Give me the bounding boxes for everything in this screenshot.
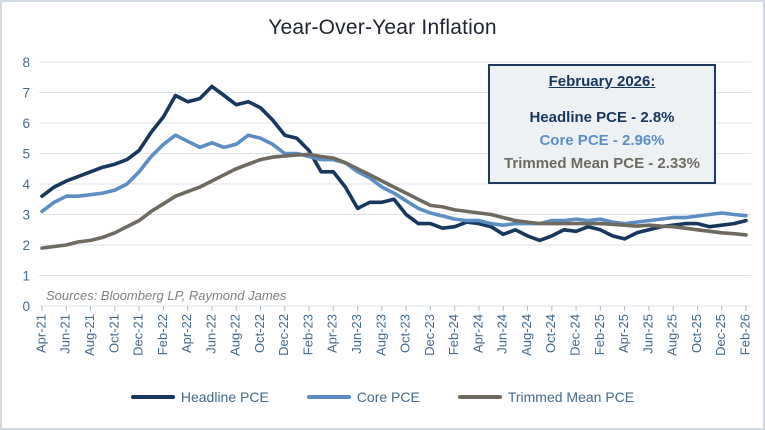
x-axis-tick-label: Dec-25 [713,314,728,356]
legend-item-core-pce: Core PCE [306,389,420,405]
x-axis-tick-label: Oct-22 [252,314,267,353]
chart-area: 0 1 2 3 4 5 6 7 8 Apr-21 Jun-21 Aug-21 Oct-21 Dec-21 F… [2,42,763,383]
inflation-line-chart: 0 1 2 3 4 5 6 7 8 Apr-21 Jun-21 Aug-21 Oct-21 Dec-21 F… [22,55,752,356]
legend-label: Core PCE [356,389,420,405]
y-axis-tick-label: 6 [22,116,30,131]
legend-item-trimmed-mean-pce: Trimmed Mean PCE [457,389,635,405]
x-axis-tick-label: Feb-24 [446,314,461,355]
x-axis-tick-label: Aug-23 [373,314,388,356]
x-axis-tick-label: Dec-22 [276,314,291,356]
x-axis-tick-label: Dec-23 [422,314,437,356]
x-axis-tick-label: Oct-24 [543,314,558,353]
series-line-trimmed-mean-pce [40,152,748,250]
series-line-core-pce [40,133,748,227]
x-axis-tick-label: Aug-24 [519,314,534,356]
x-axis-tick-label: Aug-21 [82,314,97,356]
series-line-headline-pce [40,84,748,243]
x-axis-tick-label: Feb-26 [737,314,752,355]
x-axis-tick-label: Aug-22 [228,314,243,356]
x-axis-tick-label: Aug-25 [665,314,680,356]
page-title: Year-Over-Year Inflation [268,16,497,39]
annotation-headline-pce: Headline PCE - 2.8% [529,109,675,126]
x-axis-tick-label: Apr-24 [470,314,485,353]
y-axis-tick-label: 3 [22,208,30,223]
x-axis-tick-label: Feb-22 [155,314,170,355]
legend-label: Trimmed Mean PCE [507,389,635,405]
x-axis-tick-label: Oct-25 [689,314,704,353]
x-axis-tick-label: Feb-25 [592,314,607,355]
x-axis-tick-label: Jun-21 [58,314,73,354]
x-axis-tick-label: Jun-24 [495,314,510,354]
y-axis-tick-label: 8 [22,55,30,70]
x-axis-tick-label: Feb-23 [300,314,315,355]
x-axis-tick-label: Oct-23 [398,314,413,353]
legend-label: Headline PCE [180,389,269,405]
y-axis-tick-label: 0 [22,299,30,314]
x-axis-tick-label: Apr-22 [179,314,194,353]
x-axis-tick-label: Jun-25 [640,314,655,354]
sources-note: Sources: Bloomberg LP, Raymond James [46,288,287,303]
x-axis-tick-label: Jun-23 [349,314,364,354]
x-axis-tick-label: Oct-21 [106,314,121,353]
y-axis-tick-label: 2 [22,238,30,253]
annotation-core-pce: Core PCE - 2.96% [539,132,665,149]
core-pce-line-swatch-icon [306,395,351,399]
legend-item-headline-pce: Headline PCE [130,389,269,405]
x-axis-tick-label: Apr-25 [616,314,631,353]
y-axis-tick-label: 1 [22,269,30,284]
headline-pce-line-swatch-icon [130,395,175,399]
annotation-box: February 2026: Headline PCE - 2.8% Core … [488,64,716,184]
chart-legend: Headline PCE Core PCE Trimmed Mean PCE [2,389,763,405]
x-axis-tick-label: Jun-22 [203,314,218,354]
annotation-heading: February 2026: [548,73,656,90]
annotation-trimmed-mean-pce: Trimmed Mean PCE - 2.33% [504,155,700,172]
y-axis-tick-label: 5 [22,147,30,162]
x-axis-tick-label: Dec-21 [131,314,146,356]
y-axis-tick-label: 4 [22,177,30,192]
y-axis-tick-label: 7 [22,86,30,101]
x-axis-tick-label: Apr-21 [33,314,48,353]
trimmed-mean-pce-line-swatch-icon [457,395,502,399]
x-axis-tick-label: Apr-23 [325,314,340,353]
x-axis-tick-label: Dec-24 [568,314,583,356]
